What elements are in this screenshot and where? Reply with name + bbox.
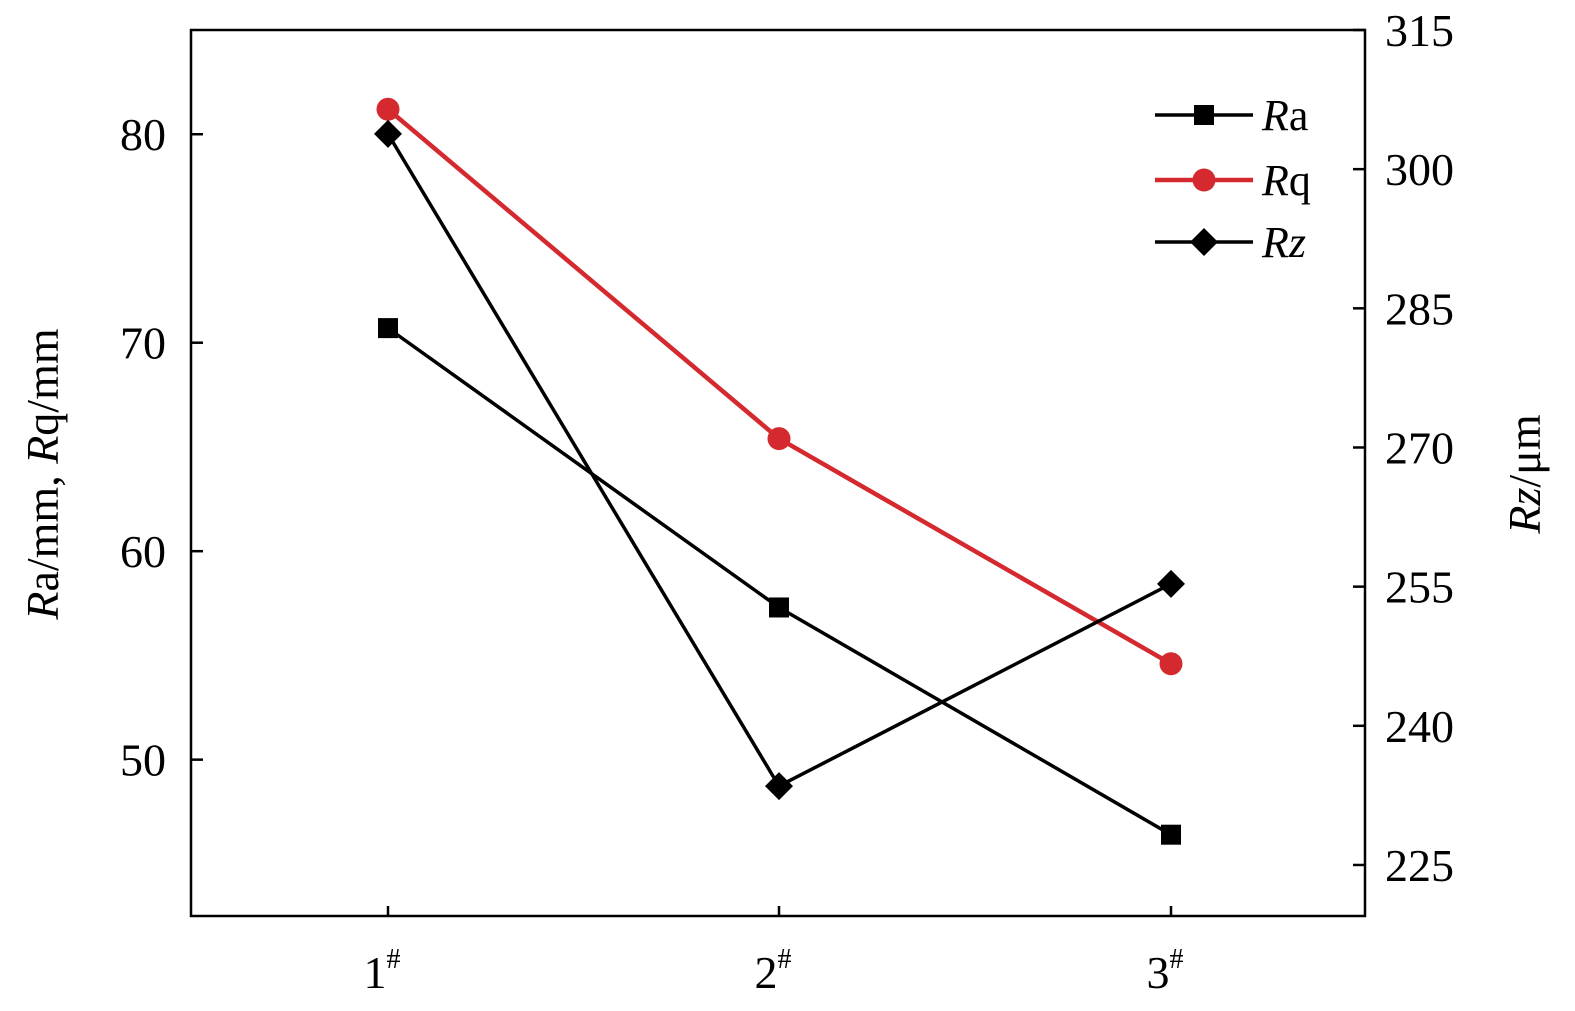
right-y-tick-label: 300: [1385, 144, 1454, 195]
legend-marker: [1194, 105, 1214, 125]
legend-item: Rz: [1155, 218, 1306, 267]
x-tick-main: 2: [755, 947, 778, 998]
text-part: a/mm,: [17, 464, 68, 592]
left-y-axis: 50 60 70 80: [120, 109, 203, 786]
series-0: [378, 318, 1181, 845]
legend-label: Rz: [1261, 218, 1306, 267]
data-point: [1159, 652, 1183, 676]
text-part: Rz: [1499, 488, 1550, 535]
right-y-tick-label: 285: [1385, 283, 1454, 334]
x-axis: 1# 2# 3#: [364, 906, 1184, 998]
text-part: /μm: [1499, 414, 1550, 487]
data-point: [765, 772, 793, 801]
right-y-tick-label: 270: [1385, 422, 1454, 473]
x-tick-sup: #: [778, 944, 792, 975]
text-part: a: [1289, 91, 1309, 140]
right-y-axis: 225 240 255 270 285 300 315: [1353, 5, 1454, 891]
legend-marker: [1190, 228, 1218, 256]
right-y-tick-label: 255: [1385, 562, 1454, 613]
legend-item: Rq: [1155, 156, 1311, 205]
x-tick-main: 1: [364, 947, 387, 998]
series-2: [374, 119, 1185, 801]
x-tick-label: 3#: [1147, 944, 1184, 998]
right-y-tick-label: 225: [1385, 840, 1454, 891]
data-point: [1161, 824, 1181, 845]
data-point: [378, 318, 398, 339]
left-y-tick-label: 80: [120, 109, 166, 160]
series-line: [386, 326, 1172, 837]
text-part: Rz: [1261, 218, 1306, 267]
right-y-axis-label: Rz/μm: [1499, 414, 1550, 534]
text-part: q/mm: [17, 328, 68, 436]
legend-item: Ra: [1155, 91, 1308, 140]
legend-label: Ra: [1261, 91, 1308, 140]
legend-marker: [1192, 168, 1216, 192]
right-y-tick-label: 240: [1385, 701, 1454, 752]
text-part: R: [1261, 91, 1289, 140]
data-point: [376, 97, 400, 121]
left-y-tick-label: 70: [120, 318, 166, 369]
left-y-tick-label: 60: [120, 526, 166, 577]
series-line: [386, 133, 1172, 788]
series-1: [376, 97, 1183, 676]
right-y-tick-label: 315: [1385, 5, 1454, 56]
data-point: [374, 119, 402, 148]
left-y-tick-label: 50: [120, 735, 166, 786]
data-point: [769, 597, 789, 618]
right-y-axis-title: Rz/μm: [1499, 414, 1550, 534]
text-part: R: [17, 436, 68, 465]
x-tick-label: 1#: [364, 944, 401, 998]
x-tick-sup: #: [1170, 944, 1184, 975]
data-point: [1157, 569, 1185, 598]
x-tick-label: 2#: [755, 944, 792, 998]
left-y-axis-label: Ra/mm, Rq/mm: [17, 328, 68, 621]
text-part: R: [17, 592, 68, 621]
series-layer: [374, 97, 1185, 845]
x-tick-main: 3: [1147, 947, 1170, 998]
data-point: [767, 427, 791, 451]
text-part: q: [1289, 156, 1311, 205]
series-line: [386, 107, 1173, 666]
legend-label: Rq: [1261, 156, 1311, 205]
left-y-axis-title: Ra/mm, Rq/mm: [17, 328, 68, 621]
text-part: R: [1261, 156, 1289, 205]
x-tick-sup: #: [387, 944, 401, 975]
